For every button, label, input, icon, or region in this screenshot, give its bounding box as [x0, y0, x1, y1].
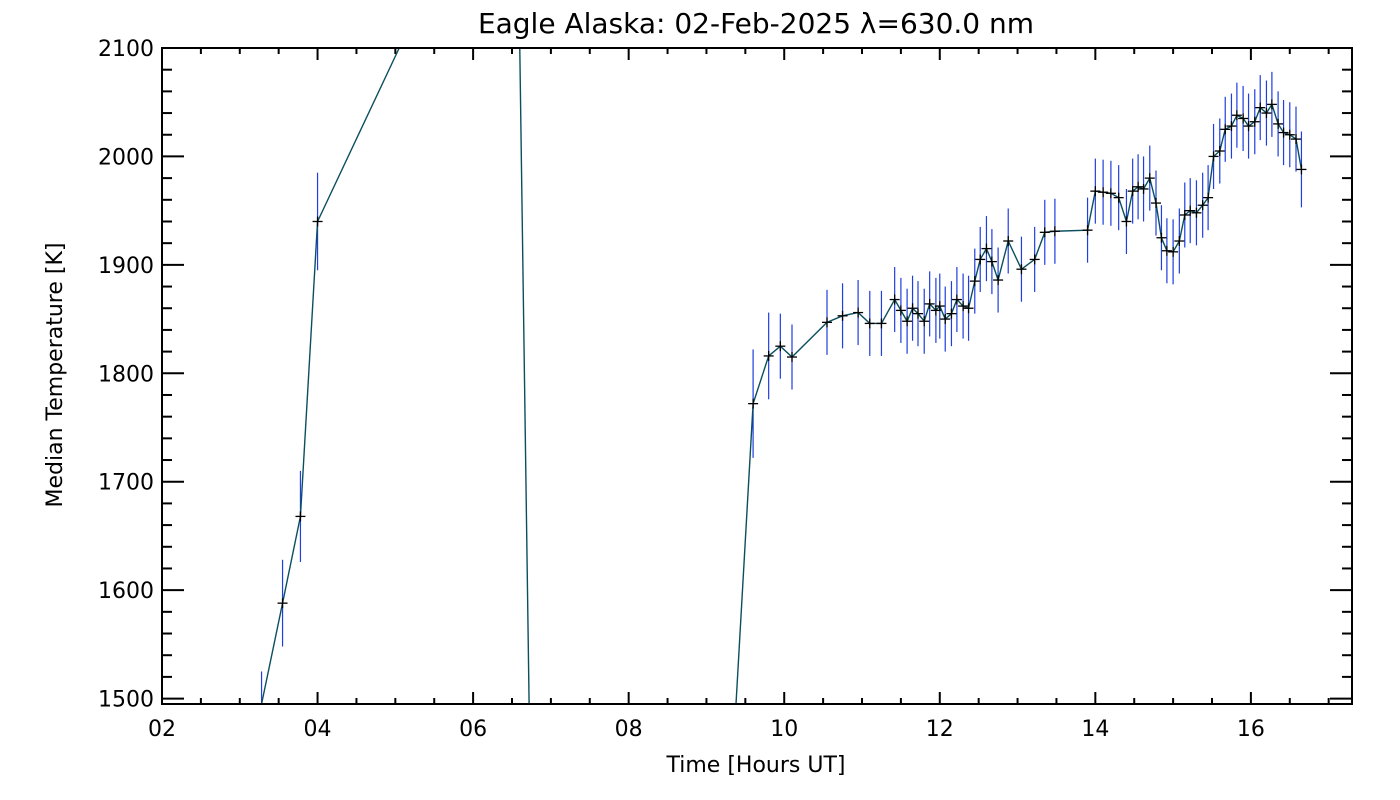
data-point — [1039, 227, 1050, 238]
plot-area — [260, 48, 1307, 704]
chart-title: Eagle Alaska: 02-Feb-2025 λ=630.0 nm — [478, 7, 1034, 40]
data-point — [1208, 151, 1219, 162]
data-point — [981, 243, 992, 254]
y-tick-label: 1500 — [98, 688, 154, 713]
data-point — [924, 298, 935, 309]
data-point — [295, 511, 306, 522]
data-point — [963, 303, 974, 314]
y-tick-label: 1600 — [98, 579, 154, 604]
data-point — [895, 305, 906, 316]
data-point — [775, 341, 786, 352]
data-point — [1029, 254, 1040, 265]
data-point — [986, 256, 997, 267]
x-tick-label: 14 — [1081, 717, 1109, 742]
data-point — [864, 318, 875, 329]
data-point — [951, 294, 962, 305]
data-point — [1105, 188, 1116, 199]
data-point — [1273, 118, 1284, 129]
data-point — [1261, 108, 1272, 119]
series-line — [260, 48, 1303, 704]
tick-labels: 02 04 06 08 10 12 14 16 1500 1600 1700 1800 1900 2000… — [98, 37, 1265, 742]
y-tick-label: 2000 — [98, 145, 154, 170]
data-point — [1185, 205, 1196, 216]
data-point — [1082, 225, 1093, 236]
data-point — [889, 294, 900, 305]
error-bars — [260, 71, 1303, 704]
data-point — [1249, 116, 1260, 127]
data-point — [1226, 121, 1237, 132]
data-point — [1144, 173, 1155, 184]
data-point — [1156, 232, 1167, 243]
data-point — [1255, 102, 1266, 113]
data-point — [822, 317, 832, 328]
data-point — [1049, 226, 1060, 237]
data-point — [1266, 99, 1277, 110]
data-point — [1296, 164, 1307, 175]
data-point — [1291, 134, 1301, 145]
data-point — [958, 301, 969, 312]
data-point — [1191, 207, 1202, 218]
data-point — [787, 352, 797, 363]
data-point — [902, 316, 913, 327]
data-point — [1231, 110, 1242, 121]
data-point — [1278, 127, 1289, 138]
y-tick-label: 1800 — [98, 362, 154, 387]
data-point — [969, 276, 980, 287]
data-point — [1151, 198, 1161, 209]
data-point — [1133, 181, 1144, 192]
data-point — [277, 598, 288, 609]
data-point — [1127, 186, 1138, 197]
data-point — [934, 301, 945, 312]
data-point — [940, 314, 951, 325]
data-point — [946, 308, 957, 319]
x-tick-label: 02 — [148, 717, 176, 742]
data-point — [1238, 113, 1249, 124]
data-point — [1016, 264, 1027, 275]
data-point — [1003, 236, 1014, 247]
data-point — [1197, 200, 1208, 211]
data-point — [975, 254, 986, 265]
x-axis-label: Time [Hours UT] — [666, 753, 846, 778]
data-point — [1179, 209, 1190, 220]
y-tick-label: 2100 — [98, 37, 154, 62]
data-point — [763, 350, 774, 361]
data-point — [1161, 245, 1172, 256]
data-point — [1243, 121, 1254, 132]
y-axis-label: Median Temperature [K] — [43, 243, 68, 508]
x-tick-label: 06 — [459, 717, 487, 742]
data-point — [1220, 124, 1231, 135]
data-point — [748, 398, 759, 409]
data-point — [1098, 187, 1109, 198]
x-tick-label: 12 — [926, 717, 954, 742]
plot-frame — [161, 47, 1353, 705]
x-tick-label: 16 — [1237, 717, 1265, 742]
x-tick-label: 10 — [770, 717, 798, 742]
y-tick-label: 1900 — [98, 254, 154, 279]
data-point — [837, 310, 848, 321]
data-point — [1214, 146, 1225, 157]
data-point — [1284, 129, 1295, 140]
data-markers — [277, 99, 1307, 609]
data-point — [919, 316, 930, 327]
data-point — [1113, 192, 1124, 203]
data-point — [1138, 183, 1149, 194]
axis-ticks — [161, 47, 1352, 704]
y-tick-label: 1700 — [98, 471, 154, 496]
data-point — [312, 216, 323, 227]
data-point — [1168, 246, 1179, 257]
data-point — [993, 275, 1004, 286]
data-point — [1090, 186, 1101, 197]
x-tick-label: 04 — [304, 717, 332, 742]
data-point — [913, 308, 923, 319]
data-point — [853, 307, 864, 318]
data-point — [876, 318, 887, 329]
x-tick-label: 08 — [615, 717, 643, 742]
data-point — [1203, 192, 1214, 203]
data-point — [1174, 236, 1185, 247]
data-point — [1121, 216, 1132, 227]
data-point — [907, 303, 918, 314]
